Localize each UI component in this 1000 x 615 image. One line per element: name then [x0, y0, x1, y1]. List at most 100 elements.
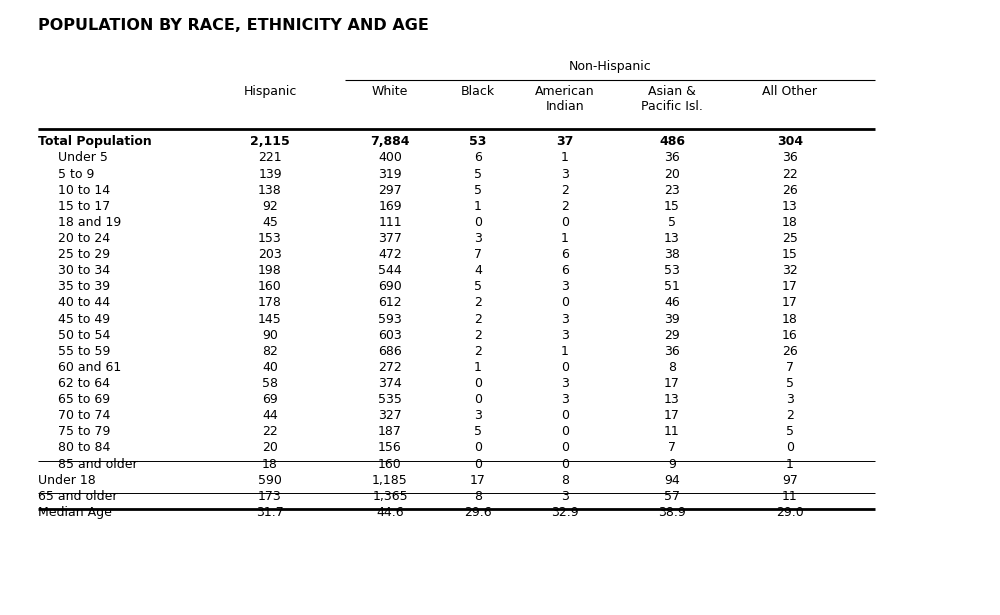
Text: 1: 1 — [786, 458, 794, 470]
Text: 36: 36 — [664, 345, 680, 358]
Text: 2: 2 — [474, 345, 482, 358]
Text: 0: 0 — [474, 393, 482, 406]
Text: 46: 46 — [664, 296, 680, 309]
Text: 145: 145 — [258, 312, 282, 325]
Text: 80 to 84: 80 to 84 — [58, 442, 110, 454]
Text: 37: 37 — [556, 135, 574, 148]
Text: 138: 138 — [258, 184, 282, 197]
Text: 4: 4 — [474, 264, 482, 277]
Text: 0: 0 — [561, 296, 569, 309]
Text: 272: 272 — [378, 361, 402, 374]
Text: 0: 0 — [561, 458, 569, 470]
Text: 3: 3 — [561, 490, 569, 503]
Text: 53: 53 — [664, 264, 680, 277]
Text: 65 to 69: 65 to 69 — [58, 393, 110, 406]
Text: 31.7: 31.7 — [256, 506, 284, 519]
Text: 13: 13 — [664, 393, 680, 406]
Text: 45: 45 — [262, 216, 278, 229]
Text: 44.6: 44.6 — [376, 506, 404, 519]
Text: 5: 5 — [786, 377, 794, 390]
Text: 38: 38 — [664, 248, 680, 261]
Text: 2: 2 — [474, 296, 482, 309]
Text: 178: 178 — [258, 296, 282, 309]
Text: 26: 26 — [782, 345, 798, 358]
Text: 612: 612 — [378, 296, 402, 309]
Text: 3: 3 — [561, 377, 569, 390]
Text: 304: 304 — [777, 135, 803, 148]
Text: 3: 3 — [561, 167, 569, 181]
Text: 62 to 64: 62 to 64 — [58, 377, 110, 390]
Text: 139: 139 — [258, 167, 282, 181]
Text: 40: 40 — [262, 361, 278, 374]
Text: 0: 0 — [474, 216, 482, 229]
Text: 3: 3 — [561, 393, 569, 406]
Text: 590: 590 — [258, 474, 282, 486]
Text: 94: 94 — [664, 474, 680, 486]
Text: 38.9: 38.9 — [658, 506, 686, 519]
Text: Under 5: Under 5 — [58, 151, 108, 164]
Text: 36: 36 — [664, 151, 680, 164]
Text: 0: 0 — [561, 409, 569, 423]
Text: 25 to 29: 25 to 29 — [58, 248, 110, 261]
Text: 0: 0 — [786, 442, 794, 454]
Text: 5: 5 — [474, 184, 482, 197]
Text: American
Indian: American Indian — [535, 85, 595, 113]
Text: 486: 486 — [659, 135, 685, 148]
Text: 13: 13 — [782, 200, 798, 213]
Text: 5: 5 — [786, 426, 794, 438]
Text: 32.9: 32.9 — [551, 506, 579, 519]
Text: 5: 5 — [474, 280, 482, 293]
Text: 29.6: 29.6 — [464, 506, 492, 519]
Text: 203: 203 — [258, 248, 282, 261]
Text: 92: 92 — [262, 200, 278, 213]
Text: 18: 18 — [782, 216, 798, 229]
Text: 2,115: 2,115 — [250, 135, 290, 148]
Text: 29.0: 29.0 — [776, 506, 804, 519]
Text: 55 to 59: 55 to 59 — [58, 345, 110, 358]
Text: 8: 8 — [668, 361, 676, 374]
Text: Total Population: Total Population — [38, 135, 152, 148]
Text: 75 to 79: 75 to 79 — [58, 426, 110, 438]
Text: 17: 17 — [664, 377, 680, 390]
Text: 11: 11 — [782, 490, 798, 503]
Text: 221: 221 — [258, 151, 282, 164]
Text: 5: 5 — [474, 426, 482, 438]
Text: 3: 3 — [786, 393, 794, 406]
Text: 3: 3 — [561, 328, 569, 342]
Text: 690: 690 — [378, 280, 402, 293]
Text: 6: 6 — [561, 264, 569, 277]
Text: 5: 5 — [474, 167, 482, 181]
Text: 160: 160 — [258, 280, 282, 293]
Text: 15 to 17: 15 to 17 — [58, 200, 110, 213]
Text: 82: 82 — [262, 345, 278, 358]
Text: 65 and older: 65 and older — [38, 490, 118, 503]
Text: 2: 2 — [561, 184, 569, 197]
Text: 90: 90 — [262, 328, 278, 342]
Text: 1: 1 — [561, 345, 569, 358]
Text: 0: 0 — [474, 458, 482, 470]
Text: 111: 111 — [378, 216, 402, 229]
Text: 686: 686 — [378, 345, 402, 358]
Text: 593: 593 — [378, 312, 402, 325]
Text: 29: 29 — [664, 328, 680, 342]
Text: 327: 327 — [378, 409, 402, 423]
Text: 374: 374 — [378, 377, 402, 390]
Text: Under 18: Under 18 — [38, 474, 96, 486]
Text: 13: 13 — [664, 232, 680, 245]
Text: 2: 2 — [561, 200, 569, 213]
Text: 0: 0 — [561, 442, 569, 454]
Text: 40 to 44: 40 to 44 — [58, 296, 110, 309]
Text: 7: 7 — [474, 248, 482, 261]
Text: 535: 535 — [378, 393, 402, 406]
Text: 15: 15 — [782, 248, 798, 261]
Text: 15: 15 — [664, 200, 680, 213]
Text: 153: 153 — [258, 232, 282, 245]
Text: 7,884: 7,884 — [370, 135, 410, 148]
Text: POPULATION BY RACE, ETHNICITY AND AGE: POPULATION BY RACE, ETHNICITY AND AGE — [38, 18, 429, 33]
Text: 18 and 19: 18 and 19 — [58, 216, 121, 229]
Text: 17: 17 — [470, 474, 486, 486]
Text: 2: 2 — [474, 328, 482, 342]
Text: 17: 17 — [782, 280, 798, 293]
Text: 17: 17 — [782, 296, 798, 309]
Text: 3: 3 — [561, 280, 569, 293]
